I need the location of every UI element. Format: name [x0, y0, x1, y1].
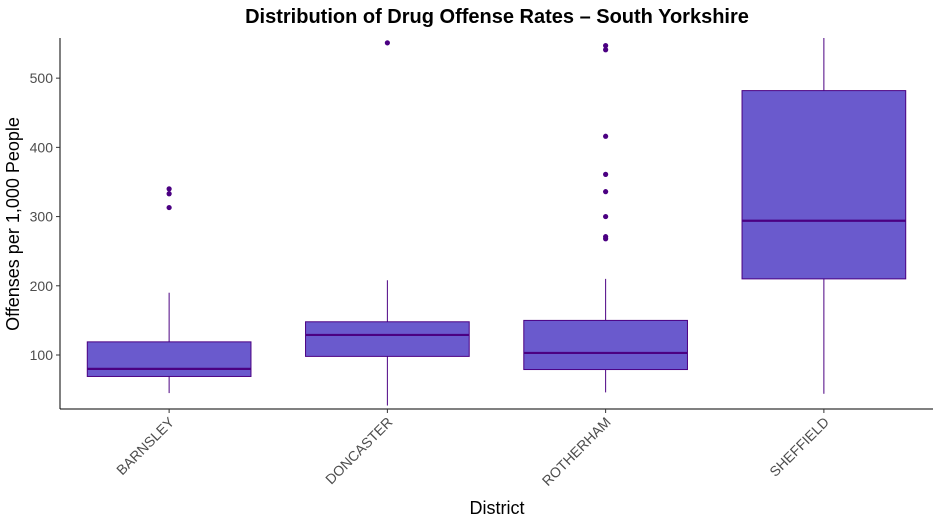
- y-tick-label: 500: [30, 70, 54, 86]
- outlier-point-barnsley: [166, 204, 172, 211]
- x-tick-label-sheffield: SHEFFIELD: [766, 414, 832, 480]
- box-rotherham: [523, 319, 688, 371]
- box-barnsley: [86, 341, 252, 377]
- y-tick-label: 400: [30, 139, 54, 155]
- outlier-point-rotherham: [603, 43, 609, 49]
- outlier-point-rotherham: [603, 171, 609, 177]
- outlier-point-barnsley: [166, 191, 172, 197]
- y-tick-label: 100: [30, 347, 54, 363]
- outlier-point-rotherham: [603, 189, 609, 195]
- y-axis-title: Offenses per 1,000 People: [3, 117, 23, 331]
- outlier-point-barnsley: [166, 186, 172, 192]
- outlier-point-rotherham: [603, 47, 609, 53]
- outlier-point-doncaster: [384, 40, 390, 46]
- y-tick-label: 300: [30, 209, 54, 225]
- outlier-point-rotherham: [603, 133, 609, 139]
- box-sheffield: [741, 90, 907, 280]
- x-tick-label-rotherham: ROTHERHAM: [539, 414, 614, 489]
- x-axis-title: District: [470, 498, 525, 518]
- box-doncaster: [305, 321, 470, 357]
- outlier-point-rotherham: [603, 234, 609, 240]
- plot-area: 100 200 300 400 500 BARNSLEY DONCASTER ROTHERHA…: [30, 38, 933, 489]
- outlier-point-rotherham: [603, 213, 609, 220]
- x-tick-label-barnsley: BARNSLEY: [113, 413, 178, 478]
- y-tick-label: 200: [30, 278, 54, 294]
- x-tick-label-doncaster: DONCASTER: [322, 414, 395, 487]
- chart-title: Distribution of Drug Offense Rates – Sou…: [245, 6, 749, 28]
